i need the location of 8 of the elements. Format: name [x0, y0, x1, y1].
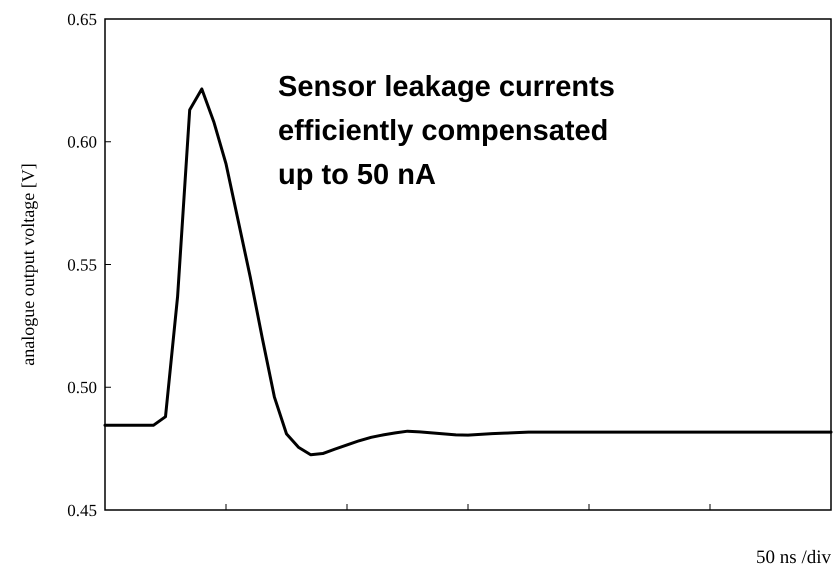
y-tick-label: 0.45	[67, 500, 97, 520]
x-axis-title: 50 ns /div	[756, 547, 832, 568]
y-tick-label: 0.55	[67, 255, 97, 274]
y-axis-title: analogue output voltage [V]	[18, 163, 38, 366]
annotation: Sensor leakage currents efficiently compensated up to 50 nA	[278, 71, 615, 191]
y-tick-label: 0.60	[67, 132, 97, 152]
y-tick-label: 0.50	[67, 378, 97, 398]
y-tick-label: 0.65	[67, 10, 97, 29]
